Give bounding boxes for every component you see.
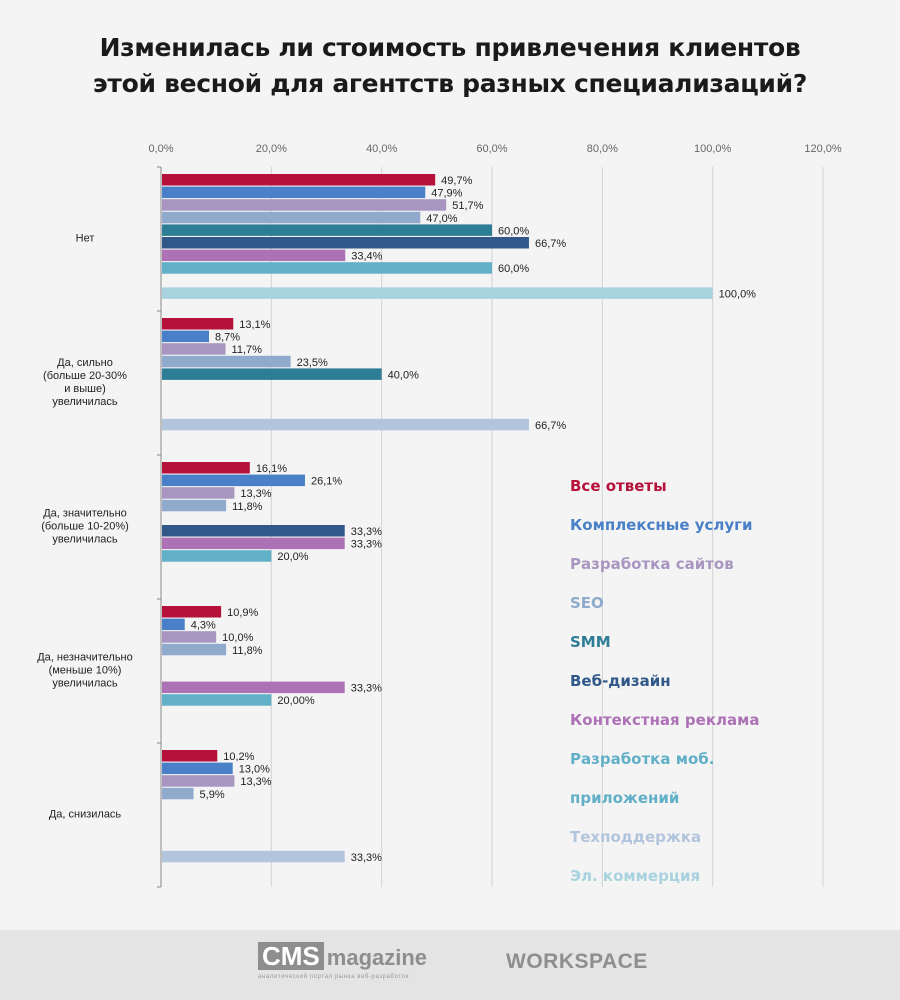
x-tick-label: 80,0% (587, 143, 618, 155)
legend-item: Разработка сайтов (570, 555, 734, 573)
data-label: 20,00% (277, 695, 315, 707)
data-label: 100,0% (719, 288, 757, 300)
data-label: 10,2% (223, 751, 254, 763)
bar (162, 631, 217, 643)
bar (162, 537, 345, 550)
bar (162, 224, 492, 236)
bar (162, 287, 713, 299)
data-label: 8,7% (215, 332, 240, 344)
x-tick-label: 120,0% (804, 143, 842, 155)
data-label: 60,0% (498, 225, 529, 237)
data-label: 20,0% (277, 551, 308, 563)
data-label: 13,1% (239, 319, 270, 331)
legend-item: Разработка моб. приложений (570, 750, 715, 807)
bar (162, 643, 227, 656)
bar (162, 850, 345, 863)
data-label: 33,3% (351, 683, 382, 695)
data-label: 4,3% (191, 620, 216, 632)
cms-magazine-logo: CMS magazine аналитический портал рынка в… (258, 942, 427, 980)
data-label: 33,3% (351, 852, 382, 864)
bar (162, 681, 345, 694)
data-label: 33,4% (351, 251, 382, 263)
bar (162, 355, 291, 368)
legend-item: SMM (570, 633, 611, 651)
footer: CMS magazine аналитический портал рынка в… (0, 930, 900, 1000)
bar (162, 199, 447, 211)
data-label: 13,3% (240, 776, 271, 788)
category-label: Да, сильно (больше 20-30% и выше) увелич… (43, 357, 127, 408)
data-label: 66,7% (535, 420, 566, 432)
bar (162, 249, 346, 262)
data-label: 5,9% (200, 789, 225, 801)
x-tick-label: 100,0% (694, 143, 732, 155)
bar (162, 750, 218, 762)
category-label: Да, снизилась (48, 808, 122, 821)
data-label: 10,0% (222, 632, 253, 644)
bar (162, 330, 209, 343)
legend-item: SEO (570, 594, 604, 612)
data-label: 51,7% (452, 200, 483, 212)
bar (162, 262, 492, 274)
legend-item: Эл. коммерция (570, 867, 701, 885)
data-label: 33,3% (351, 539, 382, 551)
x-tick-label: 0,0% (148, 143, 173, 155)
data-label: 47,9% (431, 188, 462, 200)
workspace-logo: WORKSPACE (506, 950, 648, 973)
bar (162, 618, 185, 631)
data-label: 11,8% (232, 645, 263, 657)
data-label: 60,0% (498, 263, 529, 275)
legend-item: Все ответы (570, 477, 667, 495)
bar (162, 525, 345, 537)
bar-chart: 0,0% 20,0% 40,0% 60,0% 80,0% 100,0% 120,0% 49,7… (148, 143, 842, 888)
bar (162, 694, 272, 706)
category-label: Нет (75, 232, 95, 245)
cms-logo-suffix: magazine (326, 945, 428, 970)
bar (162, 368, 382, 380)
cms-tagline: аналитический портал рынка веб-разработо… (258, 974, 409, 980)
legend-item: Веб-дизайн (570, 672, 671, 690)
bar (162, 487, 235, 499)
cms-logo-text: CMS (258, 942, 324, 970)
bar (162, 474, 305, 487)
data-label: 16,1% (256, 463, 287, 475)
data-label: 47,0% (426, 213, 457, 225)
bar (162, 418, 529, 431)
bar (162, 237, 529, 249)
x-tick-label: 40,0% (366, 143, 397, 155)
data-label: 13,0% (239, 764, 270, 776)
bar (162, 775, 235, 787)
legend-item: Комплексные услуги (570, 516, 753, 534)
bar (162, 762, 233, 775)
bar (162, 787, 194, 800)
data-label: 33,3% (351, 526, 382, 538)
category-label: Да, незначительно (меньше 10%) увеличила… (37, 651, 133, 690)
legend-item: Контекстная реклама (570, 711, 760, 729)
x-tick-label: 20,0% (256, 143, 287, 155)
bar (162, 186, 426, 199)
data-label: 11,8% (232, 501, 263, 513)
category-label: Да, значительно (больше 10-20%) увеличил… (41, 507, 129, 546)
data-label: 10,9% (227, 607, 258, 619)
legend-item: Техподдержка (570, 828, 702, 846)
bar (162, 606, 222, 618)
data-label: 11,7% (232, 344, 263, 356)
x-tick-label: 60,0% (476, 143, 507, 155)
bar (162, 174, 436, 186)
bar (162, 462, 250, 474)
chart-title: Изменилась ли стоимость привлечения клие… (92, 33, 808, 98)
bar (162, 499, 227, 512)
data-label: 66,7% (535, 238, 566, 250)
bar (162, 211, 421, 224)
data-label: 23,5% (297, 357, 328, 369)
bar (162, 343, 226, 355)
data-label: 49,7% (441, 175, 472, 187)
data-label: 26,1% (311, 476, 342, 488)
bar (162, 318, 234, 330)
data-label: 40,0% (388, 369, 419, 381)
data-label: 13,3% (240, 488, 271, 500)
bar (162, 550, 272, 562)
